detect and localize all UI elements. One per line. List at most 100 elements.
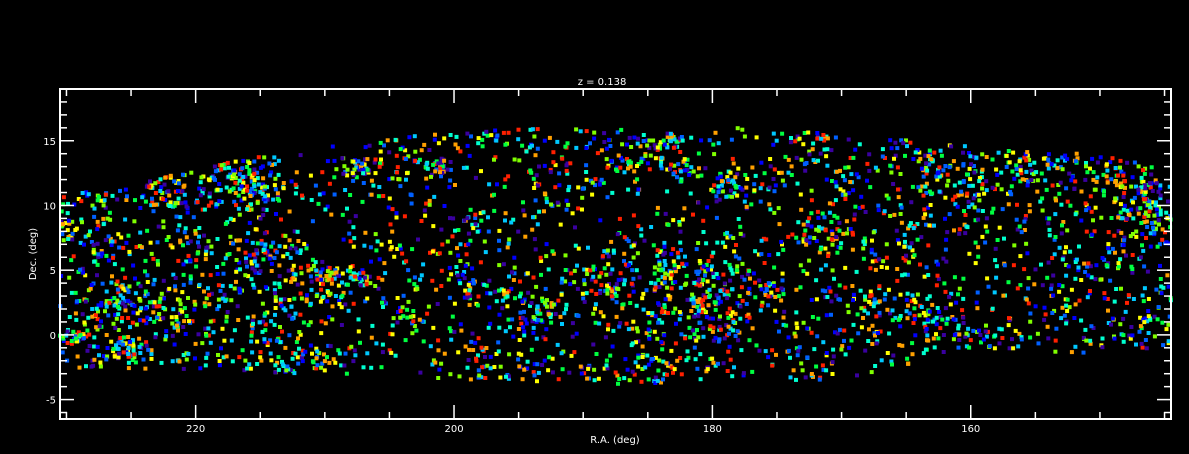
data-point: [106, 258, 111, 263]
data-point: [719, 183, 724, 188]
data-point: [711, 283, 716, 288]
data-point: [909, 299, 914, 304]
data-point: [132, 219, 137, 224]
data-point: [314, 346, 319, 351]
data-point: [1166, 199, 1170, 204]
data-point: [803, 228, 808, 233]
data-point: [973, 218, 978, 223]
data-point: [910, 341, 915, 346]
data-point: [220, 283, 225, 288]
data-point: [1015, 227, 1020, 232]
data-point: [120, 316, 125, 320]
data-point: [1125, 208, 1130, 213]
data-point: [73, 290, 78, 295]
data-point: [959, 192, 964, 197]
data-point: [752, 188, 757, 193]
data-point: [537, 164, 541, 169]
data-point: [882, 297, 887, 302]
data-point: [180, 290, 185, 295]
data-point: [529, 170, 534, 175]
data-point: [660, 320, 665, 325]
data-point: [286, 268, 291, 273]
data-point: [241, 158, 246, 163]
data-point: [934, 322, 939, 327]
data-point: [848, 156, 853, 160]
data-point: [683, 336, 688, 341]
data-point: [1113, 166, 1118, 170]
data-point: [941, 256, 946, 261]
data-point: [332, 276, 337, 281]
data-point: [672, 137, 677, 142]
data-point: [613, 370, 618, 375]
data-point: [754, 343, 759, 348]
data-point: [116, 290, 121, 295]
data-point: [919, 184, 924, 189]
data-point: [987, 344, 992, 349]
data-point: [975, 306, 980, 311]
data-point: [455, 273, 460, 278]
data-point: [549, 320, 554, 325]
data-point: [984, 334, 989, 339]
data-point: [1007, 160, 1012, 165]
data-point: [833, 135, 838, 140]
data-point: [635, 191, 640, 196]
data-point: [1155, 244, 1160, 249]
data-point: [707, 138, 712, 143]
data-point: [502, 184, 507, 189]
data-point: [295, 229, 300, 234]
data-point: [798, 285, 803, 290]
data-point: [762, 261, 767, 265]
data-point: [824, 353, 829, 358]
data-point: [1147, 181, 1152, 186]
data-point: [394, 153, 399, 158]
data-point: [426, 304, 431, 309]
data-point: [128, 325, 132, 330]
data-point: [82, 242, 86, 247]
data-point: [233, 176, 238, 180]
data-point: [463, 344, 468, 349]
data-point: [78, 240, 83, 245]
data-point: [1147, 209, 1152, 214]
data-point: [1134, 229, 1139, 234]
data-point: [254, 248, 259, 253]
data-point: [299, 271, 304, 276]
data-point: [618, 321, 623, 326]
data-point: [796, 220, 801, 225]
data-point: [1026, 179, 1031, 184]
data-point: [70, 231, 75, 236]
data-point: [449, 337, 454, 342]
data-point: [217, 182, 222, 186]
data-point: [849, 338, 854, 343]
data-point: [898, 292, 903, 297]
data-point: [314, 366, 319, 371]
data-point: [112, 239, 117, 244]
data-point: [1147, 199, 1152, 204]
data-point: [647, 145, 652, 150]
data-point: [863, 210, 868, 214]
data-point: [219, 167, 224, 172]
data-point: [287, 209, 292, 214]
data-point: [904, 297, 909, 302]
data-point: [1120, 184, 1125, 189]
data-point: [807, 240, 812, 245]
data-point: [442, 204, 447, 208]
data-point: [1112, 336, 1117, 341]
data-point: [121, 350, 126, 355]
data-point: [469, 339, 474, 344]
data-point: [1146, 297, 1151, 301]
data-point: [475, 229, 480, 234]
data-point: [176, 321, 181, 326]
data-point: [376, 275, 381, 280]
data-point: [831, 347, 836, 352]
data-point: [326, 277, 331, 282]
data-point: [321, 282, 325, 287]
data-point: [1050, 256, 1055, 260]
data-point: [473, 175, 478, 180]
data-point: [737, 294, 742, 299]
data-point: [777, 329, 781, 334]
data-point: [976, 192, 981, 197]
data-point: [174, 315, 179, 319]
data-point: [315, 349, 320, 354]
data-point: [906, 260, 911, 265]
data-point: [1029, 168, 1034, 173]
